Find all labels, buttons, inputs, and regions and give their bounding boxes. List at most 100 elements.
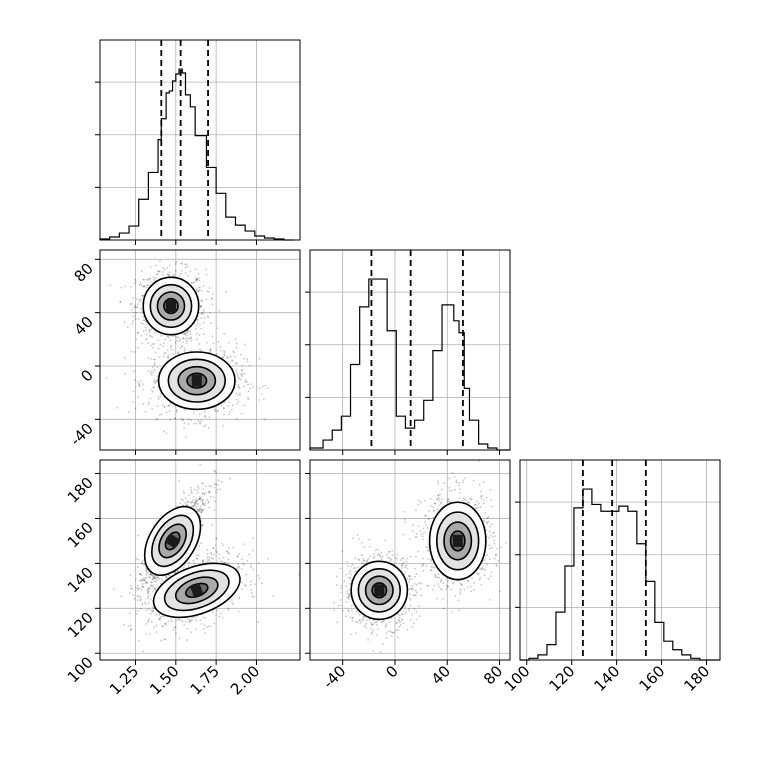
- scatter-point: [257, 621, 259, 624]
- scatter-point: [155, 273, 158, 276]
- scatter-point: [151, 578, 154, 581]
- scatter-point: [209, 625, 212, 628]
- scatter-point: [366, 561, 369, 563]
- scatter-point: [193, 562, 195, 565]
- scatter-point: [484, 568, 486, 571]
- scatter-point: [147, 587, 150, 590]
- scatter-point: [335, 583, 338, 586]
- scatter-point: [157, 347, 160, 350]
- scatter-point: [212, 557, 215, 560]
- scatter-point: [483, 520, 486, 523]
- scatter-point: [350, 565, 353, 568]
- scatter-point: [148, 594, 151, 597]
- scatter-point: [176, 352, 179, 355]
- scatter-point: [151, 408, 154, 410]
- scatter-point: [148, 328, 151, 331]
- scatter-point: [213, 553, 216, 556]
- scatter-point: [169, 339, 172, 342]
- scatter-point: [149, 265, 152, 268]
- scatter-point: [225, 550, 228, 553]
- scatter-point: [433, 509, 436, 512]
- scatter-point: [200, 499, 203, 502]
- scatter-point: [153, 576, 156, 579]
- scatter-point: [199, 463, 202, 466]
- scatter-point: [236, 394, 239, 397]
- scatter-point: [203, 316, 206, 319]
- scatter-point: [165, 432, 168, 435]
- scatter-point: [182, 332, 185, 335]
- scatter-point: [356, 534, 359, 536]
- scatter-point: [389, 630, 392, 633]
- scatter-point: [200, 312, 203, 315]
- scatter-point: [238, 378, 241, 380]
- scatter-point: [480, 495, 482, 498]
- scatter-point: [397, 618, 400, 621]
- scatter-point: [155, 631, 158, 634]
- scatter-point: [166, 267, 168, 269]
- scatter-point: [200, 289, 203, 292]
- scatter-point: [410, 587, 412, 590]
- scatter-point: [216, 353, 218, 356]
- scatter-point: [483, 574, 486, 576]
- y-tick-label: 140: [64, 563, 97, 596]
- scatter-point: [164, 338, 166, 341]
- scatter-point: [182, 566, 185, 569]
- scatter-point: [136, 381, 139, 383]
- scatter-point: [184, 620, 187, 623]
- scatter-point: [198, 498, 201, 500]
- scatter-point: [397, 613, 400, 616]
- scatter-point: [183, 623, 186, 626]
- scatter-point: [123, 356, 126, 359]
- scatter-point: [476, 500, 479, 503]
- scatter-point: [116, 406, 119, 409]
- scatter-point: [211, 335, 214, 338]
- scatter-point: [478, 502, 480, 505]
- scatter-point: [134, 378, 137, 381]
- scatter-point: [204, 416, 207, 419]
- scatter-point: [146, 597, 149, 600]
- scatter-point: [195, 328, 197, 331]
- scatter-point: [399, 559, 402, 561]
- scatter-point: [235, 398, 238, 401]
- scatter-point: [142, 586, 144, 589]
- scatter-point: [352, 567, 355, 570]
- scatter-point: [350, 609, 353, 612]
- scatter-point: [186, 329, 189, 332]
- scatter-point: [221, 616, 224, 619]
- scatter-point: [411, 626, 414, 629]
- scatter-point: [156, 405, 159, 408]
- scatter-point: [152, 386, 155, 389]
- scatter-point: [134, 280, 137, 283]
- scatter-point: [236, 555, 239, 558]
- scatter-point: [199, 507, 201, 510]
- scatter-point: [207, 315, 209, 318]
- scatter-point: [150, 327, 153, 330]
- scatter-point: [190, 488, 192, 491]
- scatter-point: [200, 419, 203, 422]
- scatter-point: [186, 627, 189, 630]
- scatter-point: [414, 575, 416, 578]
- scatter-point: [257, 562, 260, 565]
- scatter-point: [243, 372, 246, 375]
- scatter-point: [153, 361, 156, 364]
- scatter-point: [210, 296, 213, 299]
- scatter-point: [146, 278, 149, 281]
- scatter-point: [160, 578, 163, 580]
- scatter-point: [247, 398, 250, 401]
- y-tick-label: 120: [64, 608, 97, 641]
- scatter-point: [144, 581, 147, 584]
- scatter-point: [153, 379, 156, 381]
- scatter-point: [354, 557, 357, 560]
- scatter-point: [216, 410, 219, 413]
- scatter-point: [153, 380, 156, 383]
- scatter-point: [232, 546, 234, 549]
- scatter-point: [162, 266, 165, 269]
- scatter-point: [147, 357, 150, 359]
- scatter-point: [333, 609, 336, 612]
- scatter-point: [136, 610, 139, 612]
- scatter-point: [404, 571, 406, 574]
- scatter-point: [207, 558, 209, 561]
- scatter-point: [216, 483, 219, 486]
- scatter-point: [206, 341, 208, 344]
- scatter-point: [233, 351, 236, 354]
